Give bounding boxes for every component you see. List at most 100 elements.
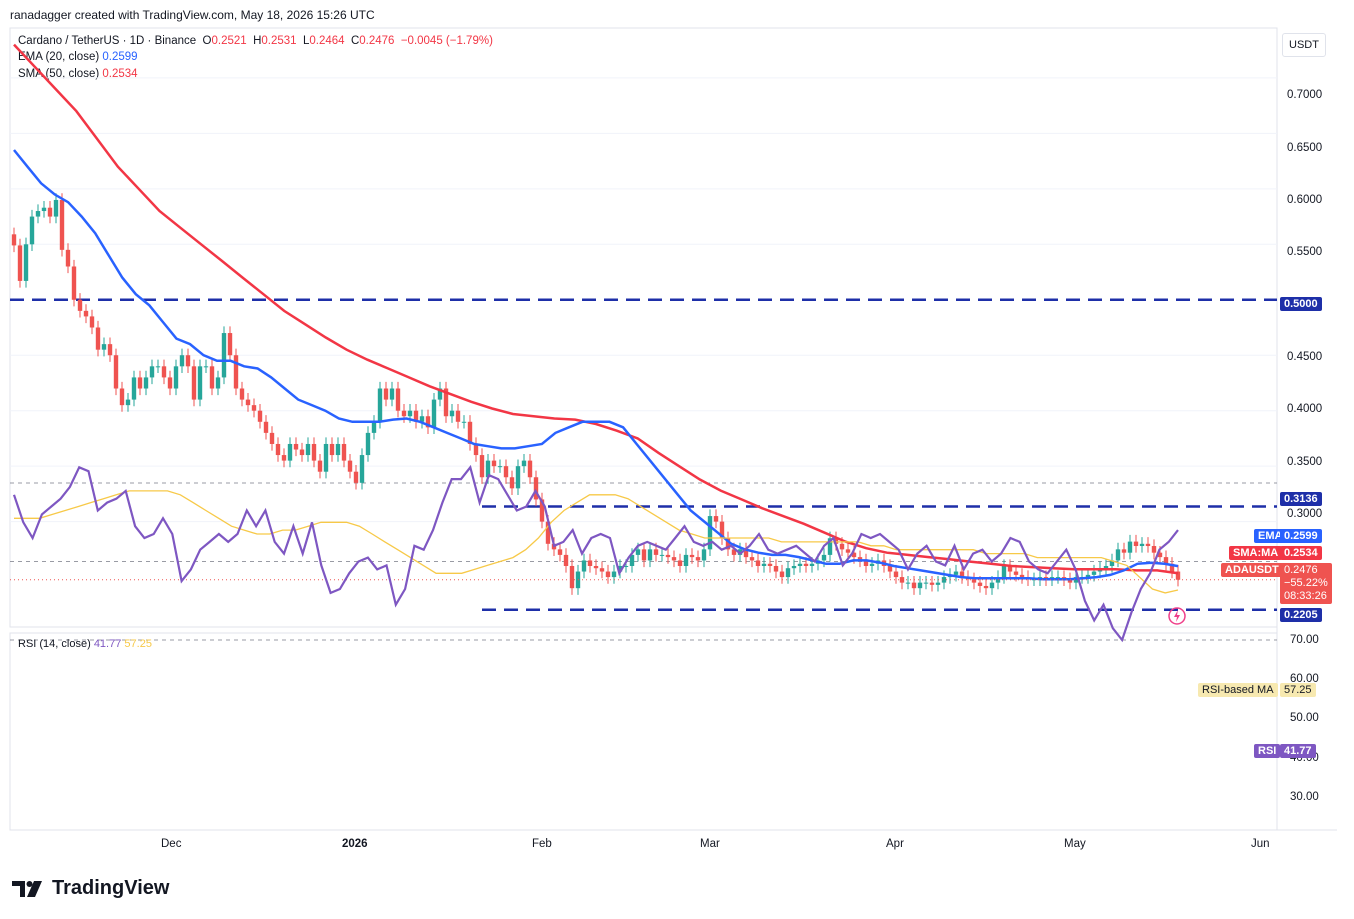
candle-body [497, 466, 503, 468]
candle-body [281, 455, 287, 461]
candle-body [359, 455, 365, 483]
level-tag-lower: 0.2205 [1280, 608, 1322, 622]
low-value: 0.2464 [309, 35, 345, 47]
candle-body [761, 563, 767, 566]
symbol-title: Cardano / TetherUS · 1D · Binance [18, 35, 197, 47]
candle-body [1091, 571, 1097, 575]
candle-body [323, 443, 329, 472]
candle-body [863, 560, 869, 566]
candle-body [29, 216, 35, 245]
candle-body [257, 410, 263, 422]
candle-body [251, 405, 257, 411]
candle-body [335, 443, 341, 456]
candle-body [731, 549, 737, 555]
candle-body [275, 443, 281, 456]
candle-body [431, 399, 437, 428]
tradingview-logo[interactable]: TradingView [12, 877, 169, 900]
candle-body [1115, 549, 1121, 561]
candle-body [83, 310, 89, 317]
high-value: 0.2531 [261, 35, 297, 47]
candle-body [1019, 574, 1025, 578]
candle-body [635, 549, 641, 555]
candle-body [869, 563, 875, 566]
ema-legend[interactable]: EMA (20, close) 0.2599 [18, 51, 138, 63]
price-tick: 0.3000 [1287, 508, 1323, 520]
sma-legend-value: 0.2534 [102, 68, 138, 80]
candle-body [959, 571, 965, 578]
candle-body [107, 344, 113, 356]
candle-body [485, 460, 491, 478]
candle-body [611, 571, 617, 578]
symbol-axis-price-block: 0.2476 −55.22% 08:33:26 [1280, 563, 1332, 604]
candle-body [245, 399, 251, 406]
candle-body [617, 565, 623, 572]
candle-body [905, 582, 911, 584]
candle-body [677, 560, 683, 566]
candle-body [455, 410, 461, 422]
rsi-ma-legend-value: 57.25 [124, 638, 152, 650]
candle-body [101, 344, 107, 350]
candle-body [719, 521, 725, 539]
candle-body [125, 399, 131, 406]
ema-legend-value: 0.2599 [102, 51, 138, 63]
candle-body [227, 333, 233, 356]
candle-body [1169, 563, 1175, 572]
price-tick: 0.3500 [1287, 456, 1323, 468]
tradingview-logo-icon [12, 880, 42, 897]
candle-body [557, 549, 563, 555]
candle-body [833, 538, 839, 544]
candle-body [887, 565, 893, 572]
candle-body [443, 388, 449, 417]
candle-body [203, 366, 209, 368]
candle-body [743, 549, 749, 558]
price-pane-frame [9, 27, 1278, 628]
candle-body [131, 377, 137, 400]
candle-body [893, 571, 899, 578]
candle-body [209, 366, 215, 389]
candle-body [287, 443, 293, 461]
candle-body [395, 388, 401, 411]
candle-body [857, 557, 863, 561]
time-tick: May [1064, 838, 1086, 850]
candle-body [569, 565, 575, 589]
candle-body [347, 460, 353, 472]
ema-axis-name: EMA [1254, 529, 1287, 543]
price-tick: 0.4500 [1287, 351, 1323, 363]
candle-body [521, 460, 527, 467]
candle-body [665, 554, 671, 558]
price-tick: 0.7000 [1287, 89, 1323, 101]
candle-body [821, 554, 827, 561]
currency-button[interactable]: USDT [1282, 33, 1326, 57]
rsi-tick: 60.00 [1290, 673, 1319, 685]
candle-body [803, 563, 809, 566]
symbol-legend[interactable]: Cardano / TetherUS · 1D · Binance O0.252… [18, 35, 493, 47]
candle-body [1103, 565, 1109, 569]
candle-body [473, 443, 479, 456]
candle-body [983, 585, 989, 589]
candle-body [41, 207, 47, 212]
candle-body [725, 538, 731, 550]
candle-body [503, 466, 509, 478]
candle-body [311, 443, 317, 461]
candle-body [95, 327, 101, 350]
candle-body [1085, 574, 1091, 578]
rsi-axis-name: RSI [1254, 744, 1281, 758]
candle-body [47, 207, 53, 217]
candle-body [461, 421, 467, 423]
candle-body [755, 560, 761, 566]
rsi-legend[interactable]: RSI (14, close) 41.77 57.25 [18, 638, 152, 650]
candle-body [629, 554, 635, 566]
flash-icon [1168, 607, 1186, 625]
candle-body [221, 333, 227, 378]
candle-body [689, 554, 695, 558]
sma-50-line [13, 43, 1179, 575]
candle-body [263, 421, 269, 433]
candle-body [605, 571, 611, 578]
candle-body [413, 410, 419, 422]
candle-body [155, 366, 161, 368]
level-tag-upper: 0.5000 [1280, 297, 1322, 311]
candle-body [1163, 557, 1169, 564]
candle-body [191, 366, 197, 400]
candle-body [527, 460, 533, 478]
